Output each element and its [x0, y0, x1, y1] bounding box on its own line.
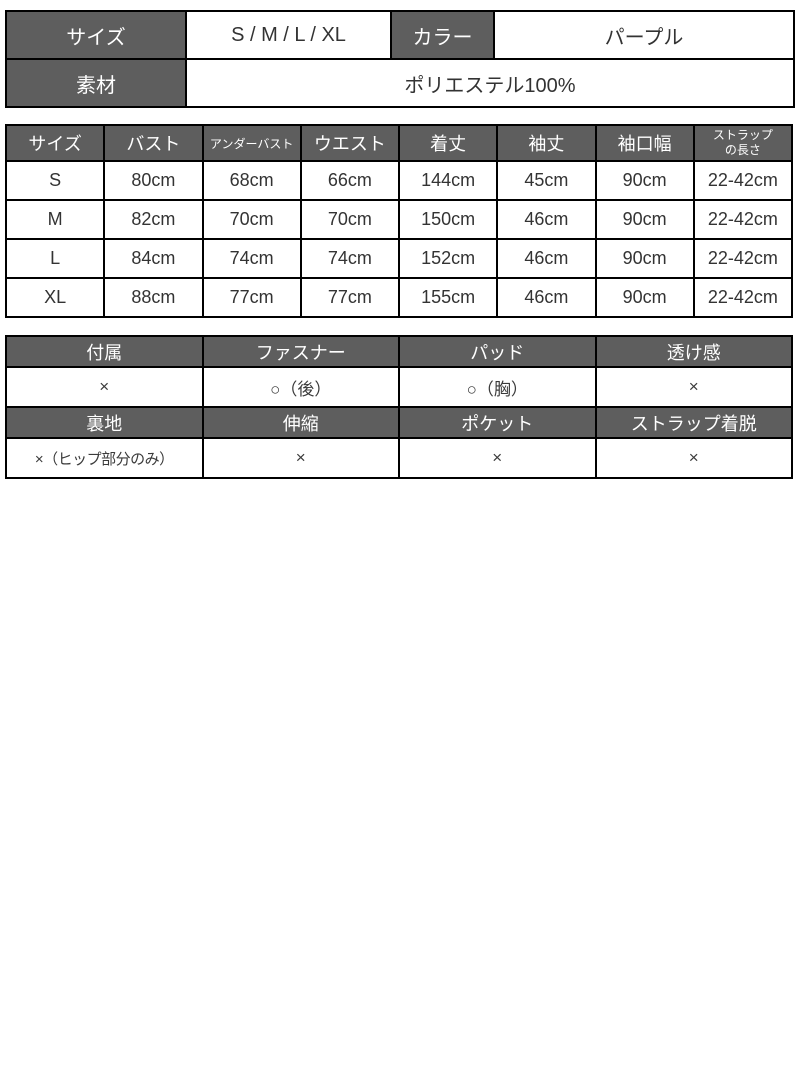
measurement-cell: 70cm	[201, 199, 302, 240]
feature-value-strap-removable: ×	[594, 437, 793, 479]
column-header-bust: バスト	[103, 124, 204, 162]
measurement-cell: 90cm	[594, 160, 695, 201]
features-header-row-2: 裏地 伸縮 ポケット ストラップ着脱	[5, 406, 793, 439]
measurement-cell: 74cm	[201, 238, 302, 279]
feature-value-stretch: ×	[201, 437, 400, 479]
feature-header-stretch: 伸縮	[201, 406, 400, 439]
column-header-sleeve-length: 袖丈	[496, 124, 597, 162]
measurement-cell: 22-42cm	[692, 199, 794, 240]
material-value-cell: ポリエステル100%	[185, 58, 795, 108]
info-row-size-color: サイズ S / M / L / XL カラー パープル	[5, 10, 795, 60]
features-value-row-2: ×（ヒップ部分のみ） × × ×	[5, 437, 793, 479]
color-label-cell: カラー	[390, 10, 495, 60]
column-header-size: サイズ	[4, 124, 106, 162]
product-info-table: サイズ S / M / L / XL カラー パープル 素材 ポリエステル100…	[5, 10, 795, 108]
measurement-cell: 66cm	[299, 160, 401, 201]
column-header-length: 着丈	[397, 124, 499, 162]
measurement-cell: 46cm	[496, 199, 597, 240]
feature-header-pad: パッド	[398, 335, 597, 368]
measurement-cell: 90cm	[594, 238, 695, 279]
feature-header-fastener: ファスナー	[201, 335, 400, 368]
table-row-m: M 82cm 70cm 70cm 150cm 46cm 90cm 22-42cm	[4, 199, 794, 240]
size-chart-header-row: サイズ バスト アンダーバスト ウエスト 着丈 袖丈 袖口幅 ストラップ の長さ	[4, 124, 794, 162]
feature-header-lining: 裏地	[5, 406, 204, 439]
table-row-l: L 84cm 74cm 74cm 152cm 46cm 90cm 22-42cm	[4, 238, 794, 279]
measurement-cell: 22-42cm	[692, 238, 794, 279]
size-name-cell: S	[4, 160, 106, 201]
material-label-cell: 素材	[5, 58, 187, 108]
measurement-cell: 77cm	[299, 277, 401, 318]
measurement-cell: 90cm	[594, 277, 695, 318]
size-chart-table: サイズ バスト アンダーバスト ウエスト 着丈 袖丈 袖口幅 ストラップ の長さ…	[4, 124, 794, 318]
measurement-cell: 155cm	[397, 277, 499, 318]
column-header-cuff-width: 袖口幅	[594, 124, 695, 162]
measurement-cell: 88cm	[103, 277, 204, 318]
measurement-cell: 70cm	[299, 199, 401, 240]
measurement-cell: 22-42cm	[692, 277, 794, 318]
measurement-cell: 46cm	[496, 238, 597, 279]
measurement-cell: 46cm	[496, 277, 597, 318]
feature-value-sheerness: ×	[594, 366, 793, 408]
feature-value-accessories: ×	[5, 366, 204, 408]
feature-value-lining: ×（ヒップ部分のみ）	[5, 437, 204, 479]
size-name-cell: XL	[4, 277, 106, 318]
feature-value-fastener: ○（後）	[201, 366, 400, 408]
measurement-cell: 74cm	[299, 238, 401, 279]
feature-value-pad: ○（胸）	[398, 366, 597, 408]
info-row-material: 素材 ポリエステル100%	[5, 58, 795, 108]
feature-header-strap-removable: ストラップ着脱	[594, 406, 793, 439]
measurement-cell: 68cm	[201, 160, 302, 201]
table-row-xl: XL 88cm 77cm 77cm 155cm 46cm 90cm 22-42c…	[4, 277, 794, 318]
feature-header-accessories: 付属	[5, 335, 204, 368]
feature-header-sheerness: 透け感	[594, 335, 793, 368]
measurement-cell: 84cm	[103, 238, 204, 279]
features-table: 付属 ファスナー パッド 透け感 × ○（後） ○（胸） × 裏地 伸縮 ポケッ…	[5, 335, 793, 479]
measurement-cell: 144cm	[397, 160, 499, 201]
column-header-strap-length: ストラップ の長さ	[692, 124, 794, 162]
measurement-cell: 77cm	[201, 277, 302, 318]
size-name-cell: M	[4, 199, 106, 240]
features-value-row-1: × ○（後） ○（胸） ×	[5, 366, 793, 408]
size-value-cell: S / M / L / XL	[185, 10, 392, 60]
measurement-cell: 90cm	[594, 199, 695, 240]
measurement-cell: 22-42cm	[692, 160, 794, 201]
measurement-cell: 82cm	[103, 199, 204, 240]
feature-header-pocket: ポケット	[398, 406, 597, 439]
measurement-cell: 150cm	[397, 199, 499, 240]
measurement-cell: 152cm	[397, 238, 499, 279]
product-spec-page: サイズ S / M / L / XL カラー パープル 素材 ポリエステル100…	[0, 0, 800, 479]
feature-value-pocket: ×	[398, 437, 597, 479]
measurement-cell: 80cm	[103, 160, 204, 201]
column-header-underbust: アンダーバスト	[201, 124, 302, 162]
size-label-cell: サイズ	[5, 10, 187, 60]
table-row-s: S 80cm 68cm 66cm 144cm 45cm 90cm 22-42cm	[4, 160, 794, 201]
measurement-cell: 45cm	[496, 160, 597, 201]
column-header-waist: ウエスト	[299, 124, 401, 162]
features-header-row-1: 付属 ファスナー パッド 透け感	[5, 335, 793, 368]
color-value-cell: パープル	[493, 10, 795, 60]
size-name-cell: L	[4, 238, 106, 279]
